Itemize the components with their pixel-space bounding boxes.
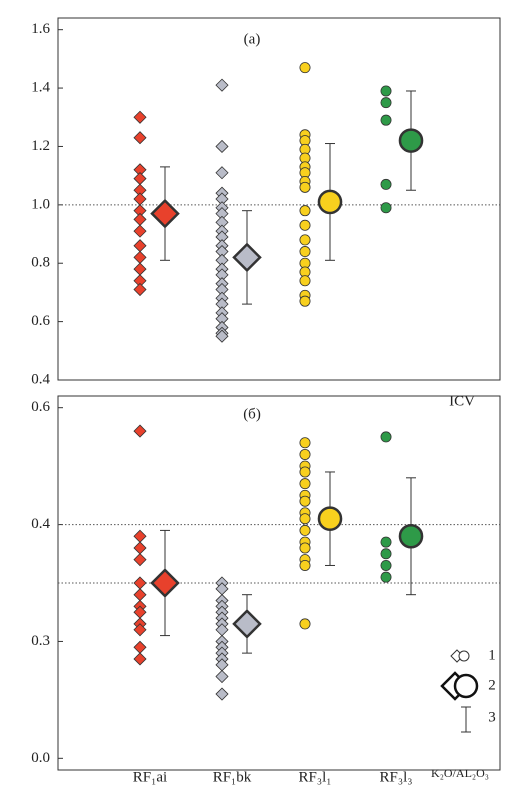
point	[299, 524, 311, 536]
mean-marker	[150, 198, 180, 229]
panel-title: (б)	[243, 406, 261, 422]
mean-marker	[398, 523, 424, 549]
mean-marker	[232, 609, 262, 639]
point	[133, 588, 147, 602]
point	[133, 171, 147, 186]
point	[133, 424, 147, 438]
point	[299, 618, 311, 630]
x-axis-label: ICV	[449, 393, 475, 409]
legend-symbol	[453, 673, 479, 699]
point	[299, 495, 311, 507]
point	[299, 219, 311, 231]
point	[133, 652, 147, 666]
y-tick-label: 0.4	[31, 516, 50, 532]
point	[380, 571, 392, 583]
point	[299, 246, 311, 258]
point	[133, 262, 147, 276]
y-tick-label: 1.6	[31, 21, 50, 37]
point	[380, 114, 392, 126]
point	[133, 131, 147, 145]
point	[380, 536, 392, 548]
y-tick-label: 0.6	[31, 399, 50, 415]
legend-label: 3	[488, 709, 496, 725]
point	[133, 640, 147, 654]
point	[133, 623, 147, 637]
point	[133, 541, 147, 555]
point	[380, 559, 392, 571]
point	[299, 513, 311, 525]
legend-symbol	[461, 706, 471, 733]
point	[299, 542, 311, 554]
point	[380, 97, 392, 109]
legend-label: 1	[488, 647, 496, 663]
x-axis-label: K₂O/AL₂O₃	[431, 766, 489, 780]
point	[133, 250, 147, 264]
point	[299, 437, 311, 449]
y-tick-label: 1.4	[31, 80, 50, 96]
point	[133, 576, 147, 590]
mean-marker	[232, 242, 262, 273]
point	[299, 205, 311, 217]
x-tick-label: RF₁ai	[133, 769, 167, 785]
x-tick-label: RF₃l₃	[380, 769, 413, 785]
point	[215, 687, 229, 701]
y-tick-label: 0.3	[31, 633, 50, 649]
point	[380, 431, 392, 443]
point	[299, 62, 311, 74]
point	[133, 212, 147, 227]
legend-label: 2	[488, 677, 496, 693]
point	[133, 224, 147, 238]
point	[299, 559, 311, 571]
point	[299, 466, 311, 478]
y-tick-label: 0.6	[31, 313, 50, 329]
y-tick-label: 0.0	[31, 750, 50, 766]
point	[215, 139, 229, 154]
point	[215, 78, 229, 92]
point	[299, 295, 311, 307]
x-tick-label: RF₁bk	[213, 769, 252, 785]
mean-marker	[317, 506, 343, 532]
point	[133, 239, 147, 253]
point	[299, 478, 311, 490]
y-tick-label: 1.0	[31, 196, 50, 212]
plot-frame	[57, 17, 501, 381]
point	[133, 529, 147, 543]
y-tick-label: 0.4	[31, 371, 50, 387]
point	[133, 192, 147, 206]
mean-marker	[398, 128, 424, 153]
point	[380, 85, 392, 97]
point	[380, 548, 392, 560]
point	[380, 178, 392, 190]
point	[215, 669, 229, 684]
point	[380, 202, 392, 214]
mean-marker	[317, 189, 343, 215]
y-tick-label: 1.2	[31, 138, 50, 154]
y-tick-label: 0.8	[31, 255, 50, 271]
point	[299, 181, 311, 193]
point	[299, 275, 311, 287]
mean-marker	[150, 568, 180, 598]
panel-title: (а)	[244, 31, 261, 47]
legend-symbol	[458, 650, 470, 662]
point	[133, 282, 147, 297]
point	[133, 110, 147, 124]
x-tick-label: RF₃l₁	[299, 769, 332, 785]
point	[133, 553, 147, 567]
point	[215, 166, 229, 180]
point	[299, 448, 311, 460]
point	[299, 234, 311, 246]
point	[215, 329, 229, 343]
